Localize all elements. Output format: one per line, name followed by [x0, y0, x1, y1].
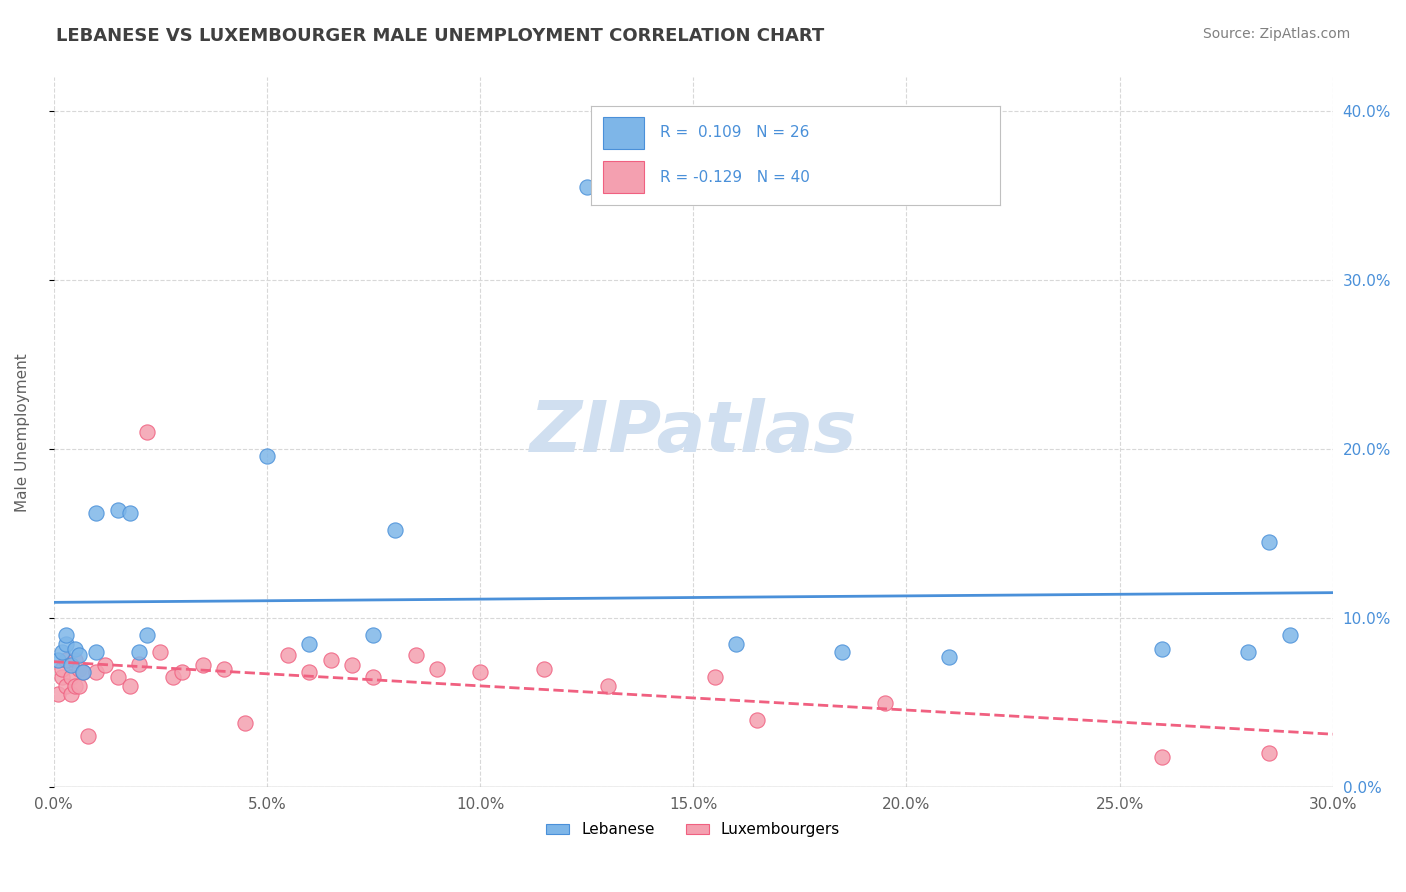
- Point: [55, 628, 77, 642]
- Point: [277, 648, 299, 663]
- Point: [94, 658, 117, 673]
- Point: [55, 679, 77, 693]
- Point: [51, 645, 73, 659]
- Point: [67, 662, 90, 676]
- Point: [59, 670, 82, 684]
- Point: [340, 658, 363, 673]
- Point: [298, 665, 321, 680]
- Point: [67, 648, 90, 663]
- Point: [84, 507, 107, 521]
- Point: [63, 679, 86, 693]
- Point: [128, 645, 150, 659]
- Point: [1257, 535, 1279, 549]
- Point: [596, 679, 619, 693]
- Point: [67, 679, 90, 693]
- Point: [76, 730, 98, 744]
- Point: [63, 641, 86, 656]
- Point: [136, 425, 159, 440]
- Point: [256, 449, 278, 463]
- Text: Source: ZipAtlas.com: Source: ZipAtlas.com: [1202, 27, 1350, 41]
- Point: [59, 658, 82, 673]
- Point: [724, 636, 747, 650]
- Point: [1257, 747, 1279, 761]
- Point: [72, 665, 94, 680]
- Text: ZIPatlas: ZIPatlas: [530, 398, 856, 467]
- Point: [298, 636, 321, 650]
- Point: [46, 653, 69, 667]
- Point: [84, 645, 107, 659]
- Point: [162, 670, 184, 684]
- Point: [405, 648, 427, 663]
- Point: [51, 670, 73, 684]
- Point: [1279, 628, 1302, 642]
- Point: [55, 636, 77, 650]
- Point: [46, 687, 69, 701]
- Point: [120, 507, 142, 521]
- Point: [63, 653, 86, 667]
- Point: [136, 628, 159, 642]
- Point: [747, 713, 769, 727]
- Point: [319, 653, 342, 667]
- Point: [703, 670, 725, 684]
- Legend: Lebanese, Luxembourgers: Lebanese, Luxembourgers: [540, 816, 846, 843]
- Point: [533, 662, 555, 676]
- Y-axis label: Male Unemployment: Male Unemployment: [15, 353, 30, 512]
- Point: [831, 645, 853, 659]
- Point: [1152, 641, 1174, 656]
- Point: [873, 696, 896, 710]
- Point: [212, 662, 235, 676]
- Point: [363, 670, 385, 684]
- Point: [426, 662, 449, 676]
- Point: [51, 662, 73, 676]
- Point: [938, 650, 960, 665]
- Point: [384, 524, 406, 538]
- Point: [1152, 749, 1174, 764]
- Point: [55, 653, 77, 667]
- Text: LEBANESE VS LUXEMBOURGER MALE UNEMPLOYMENT CORRELATION CHART: LEBANESE VS LUXEMBOURGER MALE UNEMPLOYME…: [56, 27, 824, 45]
- Point: [107, 503, 129, 517]
- Point: [107, 670, 129, 684]
- Point: [120, 679, 142, 693]
- Point: [72, 665, 94, 680]
- Point: [1236, 645, 1258, 659]
- Point: [468, 665, 491, 680]
- Point: [59, 687, 82, 701]
- Point: [575, 180, 598, 194]
- Point: [84, 665, 107, 680]
- Point: [191, 658, 214, 673]
- Point: [128, 657, 150, 671]
- Point: [170, 665, 193, 680]
- Point: [363, 628, 385, 642]
- Point: [235, 715, 257, 730]
- Point: [149, 645, 172, 659]
